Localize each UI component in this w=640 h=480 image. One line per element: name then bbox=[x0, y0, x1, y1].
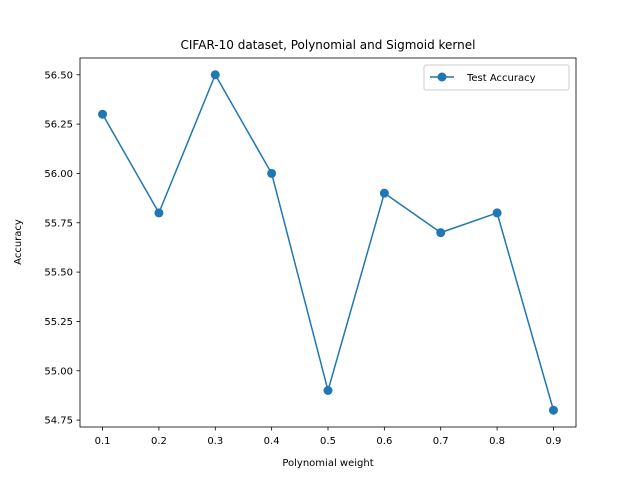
x-tick-label: 0.8 bbox=[489, 436, 505, 447]
x-tick-label: 0.7 bbox=[433, 436, 449, 447]
data-point bbox=[492, 208, 502, 218]
chart-title: CIFAR-10 dataset, Polynomial and Sigmoid… bbox=[181, 38, 476, 52]
legend-marker bbox=[437, 72, 447, 82]
x-axis-label: Polynomial weight bbox=[282, 458, 373, 469]
plot-area: 0.1 0.2 0.3 0.4 0.5 0.6 0.7 0.8 0.9 54.75 55.00 55.… bbox=[44, 57, 577, 447]
axes-frame bbox=[79, 57, 577, 428]
legend-entry: Test Accuracy bbox=[466, 73, 536, 84]
y-tick-label: 56.25 bbox=[44, 120, 73, 131]
data-point bbox=[323, 385, 333, 395]
data-point bbox=[210, 70, 220, 80]
legend: Test Accuracy bbox=[423, 64, 570, 91]
x-tick-label: 0.4 bbox=[264, 436, 280, 447]
y-tick-label: 54.75 bbox=[44, 416, 73, 427]
y-tick-label: 55.25 bbox=[44, 317, 73, 328]
y-axis-label: Accuracy bbox=[13, 219, 24, 265]
data-point bbox=[379, 188, 389, 198]
y-tick-label: 55.50 bbox=[44, 268, 73, 279]
legend-frame bbox=[423, 64, 570, 91]
data-point bbox=[98, 109, 108, 119]
x-tick-label: 0.9 bbox=[546, 436, 562, 447]
y-tick-label: 55.00 bbox=[44, 366, 73, 377]
y-tick-label: 56.50 bbox=[44, 70, 73, 81]
x-tick-label: 0.1 bbox=[95, 436, 111, 447]
x-tick-label: 0.5 bbox=[320, 436, 336, 447]
data-point bbox=[436, 228, 446, 238]
data-point bbox=[548, 405, 558, 415]
y-tick-label: 56.00 bbox=[44, 169, 73, 180]
data-point bbox=[267, 168, 277, 178]
data-point bbox=[154, 208, 164, 218]
y-tick-label: 55.75 bbox=[44, 218, 73, 229]
x-tick-label: 0.3 bbox=[207, 436, 223, 447]
x-tick-label: 0.2 bbox=[151, 436, 167, 447]
x-tick-label: 0.6 bbox=[376, 436, 392, 447]
